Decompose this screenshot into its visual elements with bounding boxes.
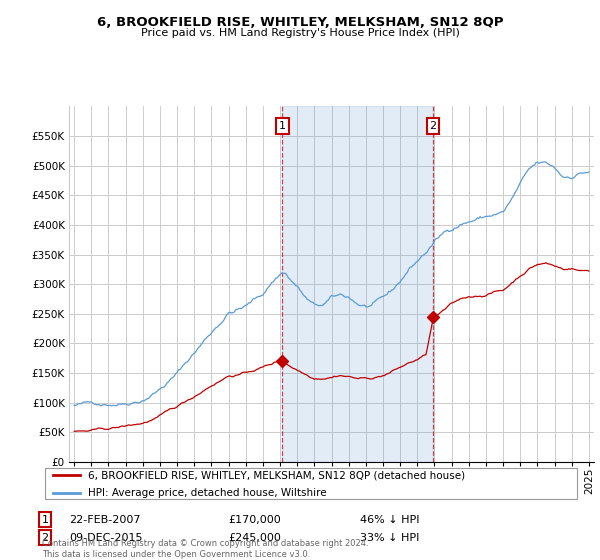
Text: Contains HM Land Registry data © Crown copyright and database right 2024.
This d: Contains HM Land Registry data © Crown c… — [42, 539, 368, 559]
Text: £170,000: £170,000 — [228, 515, 281, 525]
Text: 46% ↓ HPI: 46% ↓ HPI — [360, 515, 419, 525]
Text: 1: 1 — [279, 121, 286, 131]
Text: 22-FEB-2007: 22-FEB-2007 — [69, 515, 140, 525]
FancyBboxPatch shape — [45, 468, 577, 500]
Text: 09-DEC-2015: 09-DEC-2015 — [69, 533, 143, 543]
Text: £245,000: £245,000 — [228, 533, 281, 543]
Text: 6, BROOKFIELD RISE, WHITLEY, MELKSHAM, SN12 8QP: 6, BROOKFIELD RISE, WHITLEY, MELKSHAM, S… — [97, 16, 503, 29]
Text: 6, BROOKFIELD RISE, WHITLEY, MELKSHAM, SN12 8QP (detached house): 6, BROOKFIELD RISE, WHITLEY, MELKSHAM, S… — [88, 470, 465, 480]
Text: Price paid vs. HM Land Registry's House Price Index (HPI): Price paid vs. HM Land Registry's House … — [140, 28, 460, 38]
Text: HPI: Average price, detached house, Wiltshire: HPI: Average price, detached house, Wilt… — [88, 488, 326, 497]
Bar — [282, 106, 433, 462]
Text: 2: 2 — [41, 533, 49, 543]
Text: 1: 1 — [41, 515, 49, 525]
Text: 2: 2 — [430, 121, 437, 131]
Text: 33% ↓ HPI: 33% ↓ HPI — [360, 533, 419, 543]
